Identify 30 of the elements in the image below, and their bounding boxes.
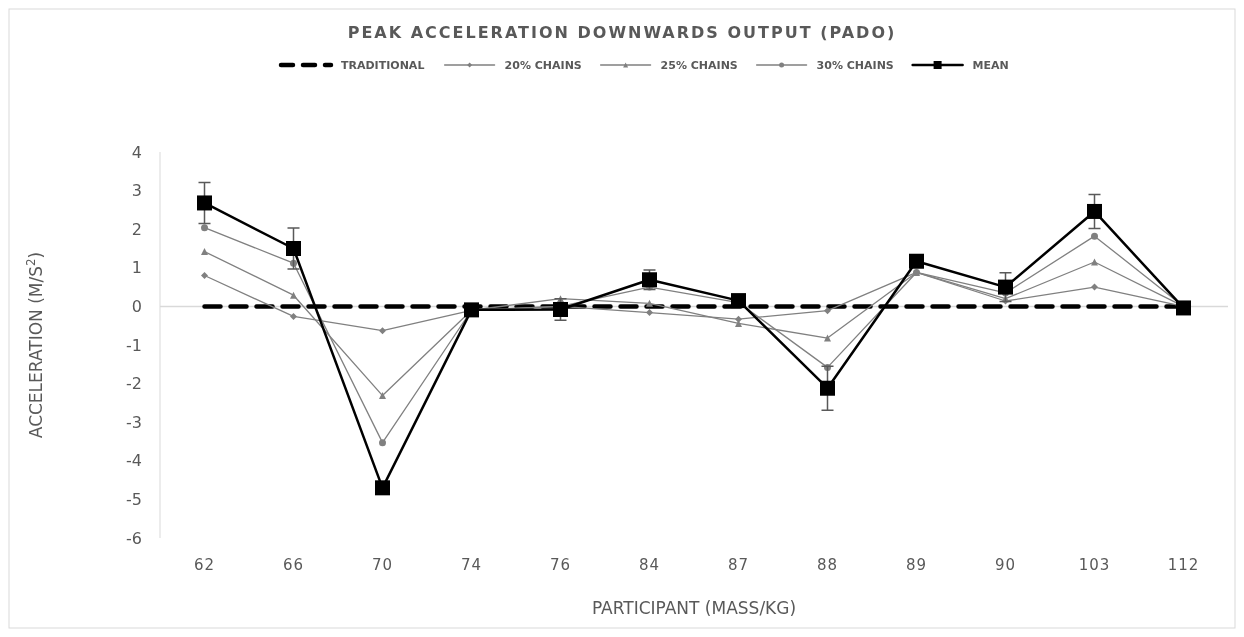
x-tick-label: 87 [727, 556, 750, 574]
legend-label: 25% CHAINS [660, 58, 738, 72]
y-tick-label: -1 [126, 335, 142, 355]
y-tick-label: -3 [126, 412, 142, 432]
legend-label: 30% CHAINS [816, 58, 894, 72]
legend-label: 20% CHAINS [504, 58, 582, 72]
x-tick-label: 62 [193, 556, 216, 574]
x-tick-label: 70 [371, 556, 394, 574]
x-tick-label: 74 [460, 556, 483, 574]
x-tick-label: 90 [994, 556, 1017, 574]
x-tick-label: 66 [282, 556, 305, 574]
y-tick-label: 0 [131, 297, 142, 316]
legend-label: MEAN [972, 58, 1009, 72]
x-tick-label: 89 [905, 556, 928, 574]
y-tick-label: -6 [126, 528, 142, 548]
y-tick-label: -2 [126, 374, 142, 394]
x-tick-label: 84 [638, 556, 661, 574]
x-axis-title: PARTICIPANT (MASS/KG) [591, 598, 797, 618]
chart-title: PEAK ACCELERATION DOWNWARDS OUTPUT (PADO) [347, 23, 897, 42]
y-tick-label: 4 [131, 142, 142, 162]
x-tick-label: 76 [549, 556, 572, 574]
y-tick-label: 3 [131, 181, 142, 201]
legend-label: TRADITIONAL [341, 58, 425, 72]
y-tick-label: -5 [126, 490, 142, 509]
x-tick-label: 88 [816, 556, 839, 574]
y-tick-label: 1 [131, 258, 142, 278]
y-tick-label: 2 [131, 219, 142, 239]
x-tick-label: 103 [1078, 556, 1111, 574]
y-tick-label: -4 [126, 451, 142, 471]
x-tick-label: 112 [1167, 556, 1200, 574]
